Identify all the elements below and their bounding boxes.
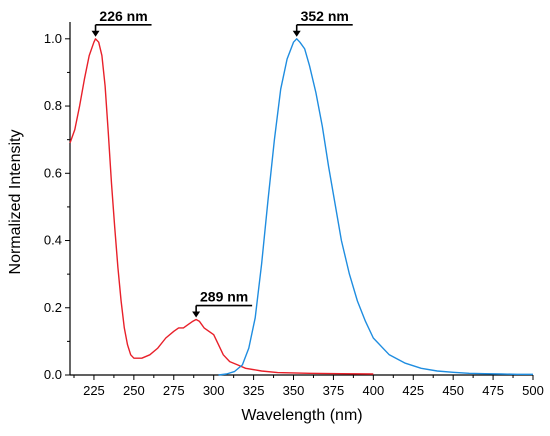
y-tick-label: 0.4 — [44, 233, 62, 248]
y-axis-title: Normalized Intensity — [7, 130, 24, 275]
annotation-arrow-head — [192, 311, 201, 318]
series-line-2 — [218, 38, 533, 376]
y-tick-label: 0.8 — [44, 98, 62, 113]
x-tick-label: 300 — [203, 383, 225, 398]
annotation-arrow-head — [292, 30, 301, 37]
y-tick-label: 0.0 — [44, 367, 62, 382]
y-tick-label: 1.0 — [44, 31, 62, 46]
x-tick-label: 375 — [323, 383, 345, 398]
annotation-label: 352 nm — [301, 8, 349, 24]
x-tick-label: 500 — [522, 383, 544, 398]
chart-axes: 225 250 275 300 325 350 375 400 425 450 475 500 0.0 0… — [44, 22, 544, 398]
y-tick-label: 0.2 — [44, 300, 62, 315]
x-tick-label: 450 — [442, 383, 464, 398]
x-tick-label: 350 — [283, 383, 305, 398]
x-tick-label: 275 — [163, 383, 185, 398]
series-line-1 — [69, 38, 374, 375]
x-tick-label: 325 — [243, 383, 265, 398]
chart-annotations: 226 nm 289 nm 352 nm — [91, 8, 353, 318]
x-tick-label: 475 — [482, 383, 504, 398]
chart-series — [69, 38, 533, 376]
annotation-label: 226 nm — [99, 8, 147, 24]
x-tick-label: 225 — [83, 383, 105, 398]
y-tick-label: 0.6 — [44, 165, 62, 180]
x-tick-label: 250 — [123, 383, 145, 398]
x-tick-label: 425 — [402, 383, 424, 398]
x-tick-label: 400 — [362, 383, 384, 398]
annotation-label: 289 nm — [200, 289, 248, 305]
annotation-arrow-head — [91, 30, 100, 37]
x-axis-title: Wavelength (nm) — [241, 407, 362, 424]
